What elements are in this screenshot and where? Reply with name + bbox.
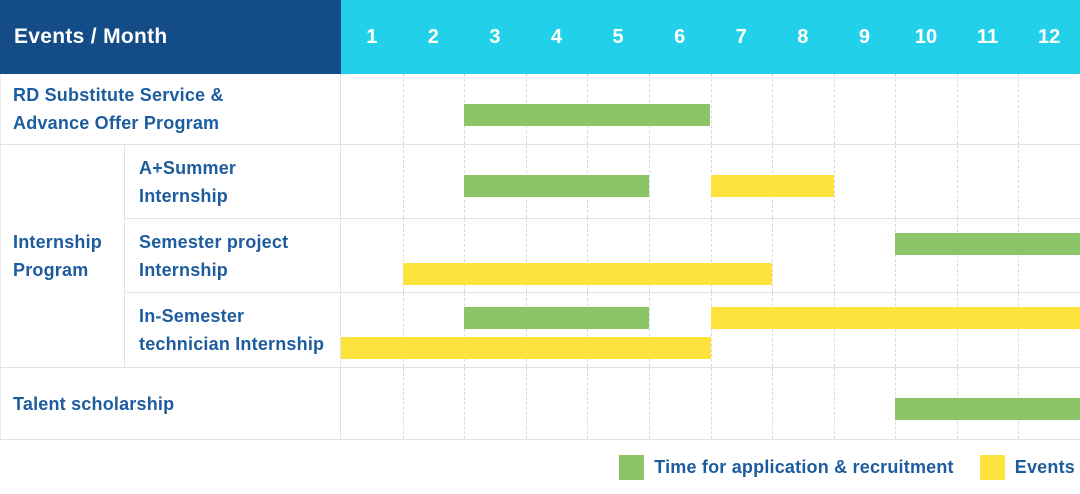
month-gridline: [710, 74, 712, 144]
month-gridline: [402, 368, 404, 439]
application-swatch: [619, 454, 645, 480]
month-column-header: 12: [1038, 25, 1061, 48]
month-gridline: [648, 145, 650, 218]
month-gridline: [648, 293, 650, 367]
gantt-track: [341, 293, 1080, 368]
month-column-header: 10: [914, 25, 938, 48]
row-label-line: A+Summer: [139, 157, 237, 178]
month-gridline: [525, 368, 527, 439]
events-bar: [341, 337, 711, 359]
events-bar: [402, 263, 773, 285]
month-gridline: [587, 368, 589, 439]
legend: Time for application & recruitment Event…: [0, 440, 1080, 494]
row-label-rd-substitute: RD Substitute Service & Advance Offer Pr…: [0, 74, 341, 145]
month-gridline: [833, 219, 835, 292]
row-label-a-plus-summer-internship: A+Summer Internship: [125, 145, 341, 219]
month-gridline: [833, 293, 835, 367]
row-label-line: In-Semester: [139, 306, 245, 326]
month-gridline: [833, 368, 835, 439]
month-gridline: [772, 74, 774, 144]
month-gridline: [464, 293, 466, 367]
month-gridline: [956, 293, 958, 367]
month-gridline: [1018, 293, 1020, 367]
legend-item-events: Events: [979, 454, 1075, 480]
table-title: Events / Month: [14, 25, 168, 48]
month-column-header: 6: [674, 25, 686, 48]
month-gridline: [710, 368, 712, 439]
row-label-line: RD Substitute Service &: [13, 85, 224, 105]
month-gridline: [648, 368, 650, 439]
application-bar: [895, 398, 1080, 420]
month-gridline: [956, 74, 958, 144]
month-gridline: [710, 219, 712, 292]
row-label-semester-project-internship: Semester project Internship: [125, 219, 341, 293]
month-gridline: [895, 74, 897, 144]
month-gridline: [1018, 74, 1020, 144]
month-header-row: 1 2 3 4 5 6 7 8 9 10 11 12: [341, 0, 1080, 74]
legend-item-application: Time for application & recruitment: [619, 454, 954, 480]
month-gridline: [402, 293, 404, 367]
month-gridline: [1018, 219, 1020, 292]
application-bar: [464, 175, 649, 197]
row-label-in-semester-technician-internship: In-Semester technician Internship: [125, 293, 341, 368]
month-gridline: [1018, 145, 1020, 218]
month-gridline: [525, 219, 527, 292]
row-label-line: Internship: [139, 185, 229, 206]
legend-label-events: Events: [1014, 456, 1075, 477]
row-label-talent-scholarship: Talent scholarship: [0, 368, 341, 440]
month-column-header: 3: [489, 25, 501, 48]
month-column-header: 7: [735, 25, 747, 48]
row-label-line: technician Internship: [139, 334, 325, 354]
row-label-line: Semester project: [139, 231, 289, 252]
month-column-header: 4: [550, 25, 563, 48]
month-gridline: [648, 219, 650, 292]
row-group-internship-program: Internship Program: [0, 145, 125, 368]
month-gridline: [895, 293, 897, 367]
month-gridline: [587, 219, 589, 292]
month-gridline: [587, 293, 589, 367]
month-gridline: [464, 368, 466, 439]
group-label-line: Program: [13, 260, 89, 280]
month-gridline: [956, 219, 958, 292]
events-bar: [710, 307, 1080, 329]
month-gridline: [772, 293, 774, 367]
month-gridline: [464, 219, 466, 292]
month-column-header: 1: [366, 25, 378, 48]
gantt-track: [341, 74, 1080, 145]
row-label-line: Advance Offer Program: [13, 113, 220, 133]
month-gridline: [402, 74, 404, 144]
gantt-track: [341, 219, 1080, 293]
month-column-header: 5: [612, 25, 624, 48]
month-gridline: [956, 145, 958, 218]
month-gridline: [710, 293, 712, 367]
month-column-header: 8: [797, 25, 809, 48]
gantt-track: [341, 368, 1080, 440]
month-column-header: 2: [427, 25, 439, 48]
month-gridline: [525, 293, 527, 367]
events-swatch: [979, 454, 1005, 480]
row-label-line: Talent scholarship: [13, 393, 175, 414]
group-label-line: Internship: [13, 232, 103, 252]
gantt-table: Events / Month 1 2 3 4 5 6 7 8 9 10 11 12 RD Substi…: [0, 0, 1080, 440]
month-gridline: [895, 219, 897, 292]
month-gridline: [772, 219, 774, 292]
month-gridline: [833, 145, 835, 218]
month-gridline: [402, 145, 404, 218]
month-gridline: [772, 368, 774, 439]
application-bar: [895, 233, 1080, 255]
month-gridline: [402, 219, 404, 292]
row-label-line: Internship: [139, 259, 229, 280]
month-column-header: 9: [858, 25, 870, 48]
application-bar: [464, 104, 711, 126]
legend-label-application: Time for application & recruitment: [654, 456, 954, 477]
events-month-header: Events / Month: [0, 0, 341, 74]
events-bar: [710, 175, 834, 197]
application-bar: [464, 307, 649, 329]
gantt-track: [341, 145, 1080, 219]
month-gridline: [833, 74, 835, 144]
month-column-header: 11: [976, 25, 999, 48]
month-gridline: [895, 145, 897, 218]
